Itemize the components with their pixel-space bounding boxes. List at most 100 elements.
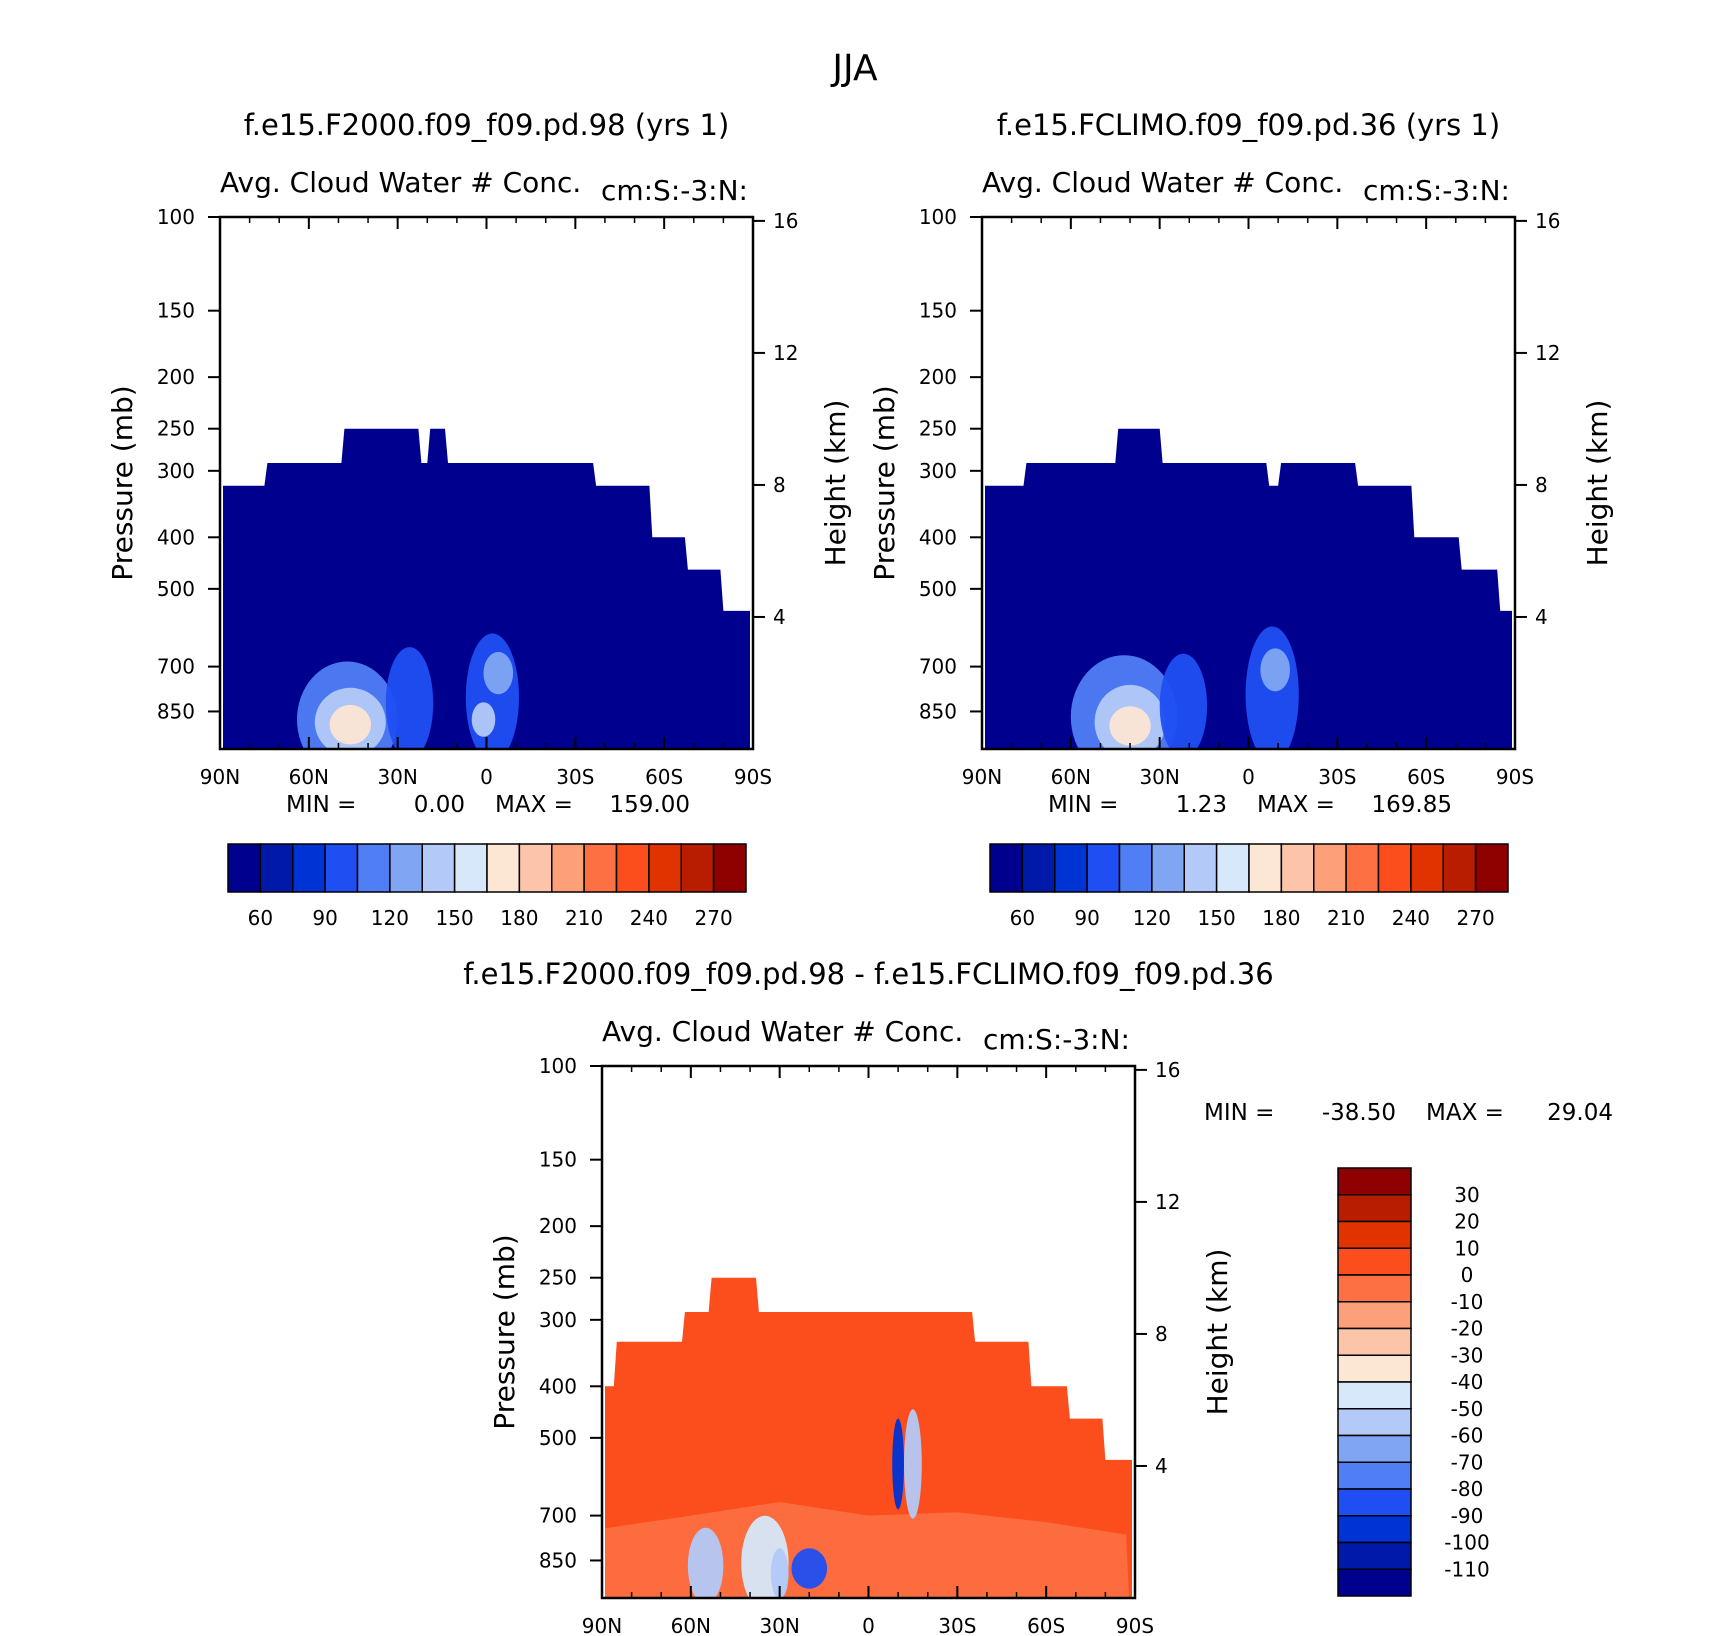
x-tick-label: 30N — [1139, 765, 1179, 789]
panel-subtitle-left: Avg. Cloud Water # Conc. — [602, 1015, 963, 1048]
colorbar-label: -70 — [1451, 1450, 1484, 1474]
panel-title: f.e15.FCLIMO.f09_f09.pd.36 (yrs 1) — [997, 108, 1500, 142]
x-tick-label: 30N — [377, 765, 417, 789]
colorbar-box — [680, 843, 715, 893]
x-tick-label: 0 — [480, 765, 493, 789]
colorbar-box — [227, 843, 262, 893]
y2-tick-label: 4 — [1535, 605, 1548, 629]
x-tick-label: 30S — [556, 765, 594, 789]
colorbar-box — [1086, 843, 1121, 893]
x-tick-label: 90N — [962, 765, 1002, 789]
y2-tick-label: 16 — [1535, 209, 1560, 233]
y-tick-label: 150 — [539, 1148, 577, 1172]
figure-title: JJA — [830, 48, 878, 89]
panel-model-2: f.e15.FCLIMO.f09_f09.pd.36 (yrs 1) Avg. C… — [868, 108, 1614, 930]
y2-tick-label: 8 — [773, 473, 786, 497]
colorbar-label: -10 — [1451, 1290, 1484, 1314]
contour-blob-2 — [791, 1548, 828, 1589]
colorbar-box — [1337, 1515, 1412, 1544]
colorbar-box — [583, 843, 618, 893]
max-label: MAX = — [1257, 792, 1335, 818]
colorbar-box — [615, 843, 650, 893]
colorbar-box — [292, 843, 326, 893]
x-tick-label: 60N — [1051, 765, 1091, 789]
colorbar-box — [1337, 1327, 1412, 1356]
contour-blob-4 — [465, 633, 519, 749]
colorbar-label: 20 — [1454, 1210, 1479, 1234]
colorbar-box — [1118, 843, 1153, 893]
x-tick-label: 90S — [1116, 1614, 1154, 1636]
colorbar-box — [1313, 843, 1347, 893]
max-value: 169.85 — [1372, 792, 1452, 818]
y2-tick-label: 16 — [773, 209, 798, 233]
y2-axis-label: Height (km) — [1201, 1249, 1234, 1416]
y-tick-label: 700 — [157, 655, 195, 679]
colorbar-box — [1337, 1274, 1412, 1303]
min-label: MIN = — [1204, 1100, 1274, 1126]
max-label: MAX = — [495, 792, 573, 818]
y-tick-label: 200 — [539, 1214, 577, 1238]
y2-tick-label: 4 — [773, 605, 786, 629]
colorbar-box — [989, 843, 1024, 893]
colorbar-label: 150 — [436, 906, 474, 930]
colorbar-box — [1151, 843, 1185, 893]
colorbar-label: 60 — [1010, 906, 1035, 930]
y-tick-label: 300 — [539, 1308, 577, 1332]
contour-field — [223, 428, 750, 749]
colorbar-label: -40 — [1451, 1370, 1484, 1394]
contour-blob-1 — [770, 1548, 789, 1598]
colorbar-label: 210 — [565, 906, 603, 930]
y2-tick-label: 12 — [1155, 1190, 1180, 1214]
colorbar-label: 150 — [1198, 906, 1236, 930]
colorbar-label: -30 — [1451, 1343, 1484, 1367]
colorbar-box — [1410, 843, 1444, 893]
contour-blob-3 — [385, 647, 434, 749]
min-label: MIN = — [1048, 792, 1118, 818]
colorbar-label: -110 — [1444, 1557, 1489, 1581]
y-axis-label: Pressure (mb) — [106, 385, 139, 580]
colorbar-box — [486, 843, 521, 893]
x-tick-label: 90S — [1496, 765, 1534, 789]
x-tick-label: 90S — [734, 765, 772, 789]
y-tick-label: 850 — [157, 699, 195, 723]
colorbar-box — [1474, 843, 1509, 893]
y2-tick-label: 12 — [773, 341, 798, 365]
colorbar-label: 120 — [1133, 906, 1171, 930]
max-value: 159.00 — [610, 792, 690, 818]
x-tick-label: 60S — [1407, 765, 1445, 789]
colorbar-box — [421, 843, 456, 893]
min-value: -38.50 — [1322, 1100, 1396, 1126]
y-tick-label: 100 — [539, 1054, 577, 1078]
x-tick-label: 90N — [200, 765, 240, 789]
colorbar-label: 180 — [500, 906, 538, 930]
y-tick-label: 700 — [539, 1504, 577, 1528]
colorbar-label: 0 — [1461, 1263, 1474, 1287]
colorbar-label: 210 — [1327, 906, 1365, 930]
colorbar-box — [1337, 1381, 1412, 1410]
colorbar-box — [1337, 1541, 1412, 1570]
contour-blob-5 — [1260, 648, 1290, 692]
y-tick-label: 300 — [157, 459, 195, 483]
panel-title: f.e15.F2000.f09_f09.pd.98 (yrs 1) — [244, 108, 730, 142]
colorbar-label: -50 — [1451, 1397, 1484, 1421]
contour-blob-6 — [471, 702, 496, 737]
min-value: 1.23 — [1176, 792, 1227, 818]
contour-blob-4 — [892, 1418, 904, 1510]
colorbar-label: 120 — [371, 906, 409, 930]
min-value: 0.00 — [414, 792, 465, 818]
colorbar-box — [518, 843, 553, 893]
colorbar-box — [1337, 1568, 1412, 1597]
y-tick-label: 250 — [919, 417, 957, 441]
x-tick-label: 30N — [759, 1614, 799, 1636]
y2-axis-label: Height (km) — [819, 400, 852, 567]
max-label: MAX = — [1426, 1100, 1504, 1126]
panel-title: f.e15.F2000.f09_f09.pd.98 - f.e15.FCLIMO… — [463, 957, 1273, 991]
y-tick-label: 150 — [157, 299, 195, 323]
colorbar-label: 270 — [695, 906, 733, 930]
y2-tick-label: 16 — [1155, 1058, 1180, 1082]
y-tick-label: 400 — [157, 525, 195, 549]
y-tick-label: 200 — [919, 365, 957, 389]
colorbar-label: 90 — [312, 906, 337, 930]
y-tick-label: 400 — [539, 1374, 577, 1398]
